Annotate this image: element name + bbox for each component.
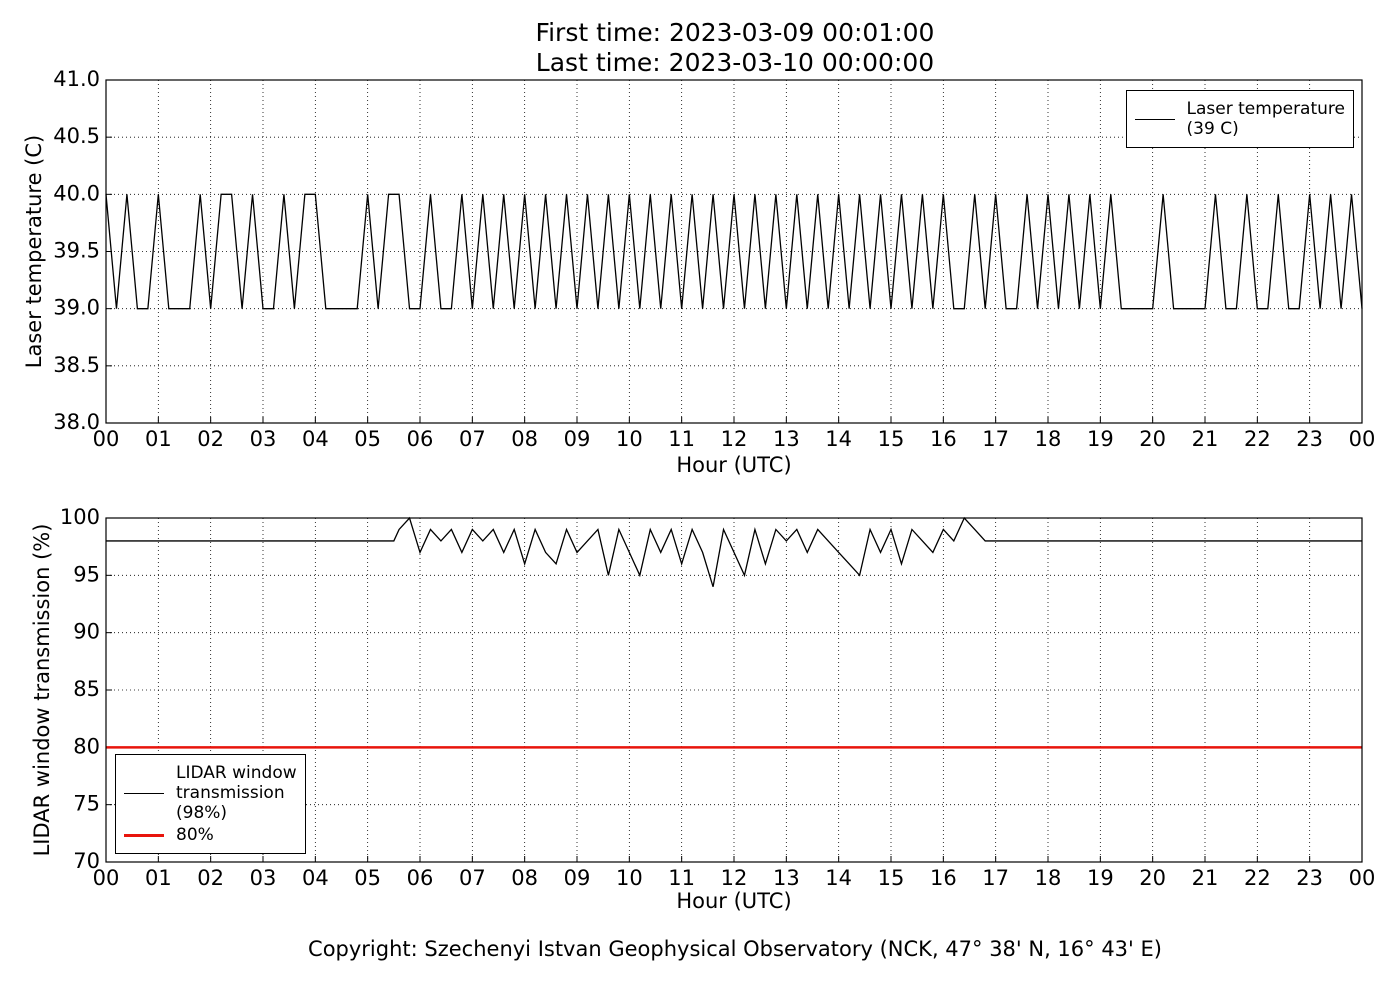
y-tick-label: 95 — [73, 562, 100, 586]
y-tick-label: 38.0 — [53, 410, 100, 434]
x-tick-label: 04 — [302, 866, 329, 890]
x-tick-label: 00 — [93, 866, 120, 890]
chart-title: First time: 2023-03-09 00:01:00 — [536, 18, 935, 47]
x-tick-label: 12 — [721, 866, 748, 890]
y-tick-label: 39.5 — [53, 239, 100, 263]
legend-label: Laser temperature (39 C) — [1186, 99, 1345, 139]
chart-subtitle: Last time: 2023-03-10 00:00:00 — [536, 48, 934, 77]
x-tick-label: 18 — [1035, 427, 1062, 451]
x-tick-label: 17 — [982, 866, 1009, 890]
y-tick-label: 75 — [73, 792, 100, 816]
y-axis-label: Laser temperature (C) — [22, 135, 46, 368]
legend-label: LIDAR window transmission (98%) — [176, 763, 297, 823]
x-tick-label: 07 — [459, 866, 486, 890]
plot-frame — [105, 79, 1363, 424]
legend-item: 80% — [124, 825, 297, 845]
plot-frame — [105, 517, 1363, 863]
legend-swatch — [1134, 118, 1175, 120]
x-tick-label: 23 — [1296, 427, 1323, 451]
x-tick-label: 13 — [773, 427, 800, 451]
y-tick-label: 40.0 — [53, 181, 100, 205]
x-tick-label: 00 — [1349, 427, 1376, 451]
y-tick-label: 80 — [73, 734, 100, 758]
x-tick-label: 04 — [302, 427, 329, 451]
x-axis-label: Hour (UTC) — [676, 453, 791, 477]
x-tick-label: 07 — [459, 427, 486, 451]
x-tick-label: 05 — [354, 427, 381, 451]
legend-swatch — [124, 792, 164, 794]
x-tick-label: 22 — [1244, 866, 1271, 890]
x-tick-label: 23 — [1296, 866, 1323, 890]
x-tick-label: 01 — [145, 866, 172, 890]
legend-item: Laser temperature (39 C) — [1134, 99, 1345, 139]
x-tick-label: 20 — [1139, 427, 1166, 451]
x-tick-label: 19 — [1087, 427, 1114, 451]
x-tick-label: 15 — [878, 866, 905, 890]
x-tick-label: 15 — [878, 427, 905, 451]
x-tick-label: 05 — [354, 866, 381, 890]
data-line — [106, 516, 1362, 587]
x-tick-label: 06 — [407, 866, 434, 890]
y-tick-label: 40.5 — [53, 124, 100, 148]
x-tick-label: 16 — [930, 866, 957, 890]
y-tick-label: 85 — [73, 677, 100, 701]
legend-swatch — [124, 833, 164, 837]
x-tick-label: 11 — [668, 427, 695, 451]
x-tick-label: 03 — [250, 866, 277, 890]
x-tick-label: 18 — [1035, 866, 1062, 890]
legend: LIDAR window transmission (98%) 80% — [115, 754, 306, 854]
y-tick-label: 41.0 — [53, 67, 100, 91]
x-tick-label: 14 — [825, 866, 852, 890]
x-tick-label: 21 — [1192, 866, 1219, 890]
x-tick-label: 10 — [616, 866, 643, 890]
y-axis-label: LIDAR window transmission (%) — [30, 524, 54, 857]
x-tick-label: 00 — [1349, 866, 1376, 890]
data-line — [105, 193, 1363, 310]
x-tick-label: 20 — [1139, 866, 1166, 890]
x-tick-label: 16 — [930, 427, 957, 451]
x-tick-label: 12 — [721, 427, 748, 451]
y-tick-label: 39.0 — [53, 296, 100, 320]
x-tick-label: 09 — [564, 427, 591, 451]
x-tick-label: 10 — [616, 427, 643, 451]
x-tick-label: 13 — [773, 866, 800, 890]
x-tick-label: 17 — [982, 427, 1009, 451]
legend-item: LIDAR window transmission (98%) — [124, 763, 297, 823]
y-tick-label: 100 — [60, 505, 100, 529]
x-axis-label: Hour (UTC) — [676, 889, 791, 913]
y-tick-label: 70 — [73, 849, 100, 873]
footer: Copyright: Szechenyi Istvan Geophysical … — [308, 937, 1162, 961]
x-tick-label: 22 — [1244, 427, 1271, 451]
legend-label: 80% — [176, 825, 214, 845]
x-tick-label: 14 — [825, 427, 852, 451]
x-tick-label: 02 — [197, 866, 224, 890]
y-tick-label: 90 — [73, 620, 100, 644]
x-tick-label: 08 — [511, 427, 538, 451]
x-tick-label: 06 — [407, 427, 434, 451]
x-tick-label: 11 — [668, 866, 695, 890]
x-tick-label: 09 — [564, 866, 591, 890]
x-tick-label: 19 — [1087, 866, 1114, 890]
x-tick-label: 00 — [93, 427, 120, 451]
x-tick-label: 08 — [511, 866, 538, 890]
x-tick-label: 01 — [145, 427, 172, 451]
x-tick-label: 21 — [1192, 427, 1219, 451]
y-tick-label: 38.5 — [53, 353, 100, 377]
x-tick-label: 03 — [250, 427, 277, 451]
x-tick-label: 02 — [197, 427, 224, 451]
legend: Laser temperature (39 C) — [1125, 90, 1354, 148]
